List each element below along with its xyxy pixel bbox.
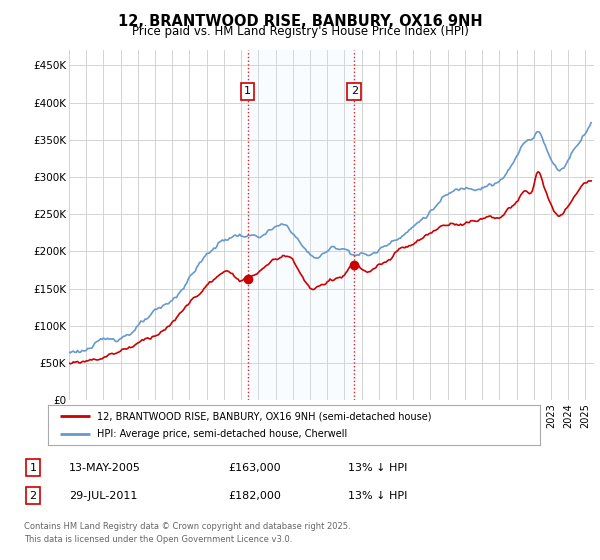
Text: 1: 1 bbox=[244, 86, 251, 96]
Text: 13% ↓ HPI: 13% ↓ HPI bbox=[348, 491, 407, 501]
Text: 12, BRANTWOOD RISE, BANBURY, OX16 9NH: 12, BRANTWOOD RISE, BANBURY, OX16 9NH bbox=[118, 14, 482, 29]
Text: 29-JUL-2011: 29-JUL-2011 bbox=[69, 491, 137, 501]
Text: 2: 2 bbox=[29, 491, 37, 501]
Text: £163,000: £163,000 bbox=[228, 463, 281, 473]
Text: Contains HM Land Registry data © Crown copyright and database right 2025.
This d: Contains HM Land Registry data © Crown c… bbox=[24, 522, 350, 544]
Text: Price paid vs. HM Land Registry's House Price Index (HPI): Price paid vs. HM Land Registry's House … bbox=[131, 25, 469, 38]
Text: 12, BRANTWOOD RISE, BANBURY, OX16 9NH (semi-detached house): 12, BRANTWOOD RISE, BANBURY, OX16 9NH (s… bbox=[97, 411, 432, 421]
Text: 13-MAY-2005: 13-MAY-2005 bbox=[69, 463, 141, 473]
Bar bbox=[248, 50, 355, 400]
Text: 1: 1 bbox=[29, 463, 37, 473]
Text: 13% ↓ HPI: 13% ↓ HPI bbox=[348, 463, 407, 473]
Text: 2: 2 bbox=[351, 86, 358, 96]
Text: £182,000: £182,000 bbox=[228, 491, 281, 501]
Text: HPI: Average price, semi-detached house, Cherwell: HPI: Average price, semi-detached house,… bbox=[97, 430, 347, 439]
